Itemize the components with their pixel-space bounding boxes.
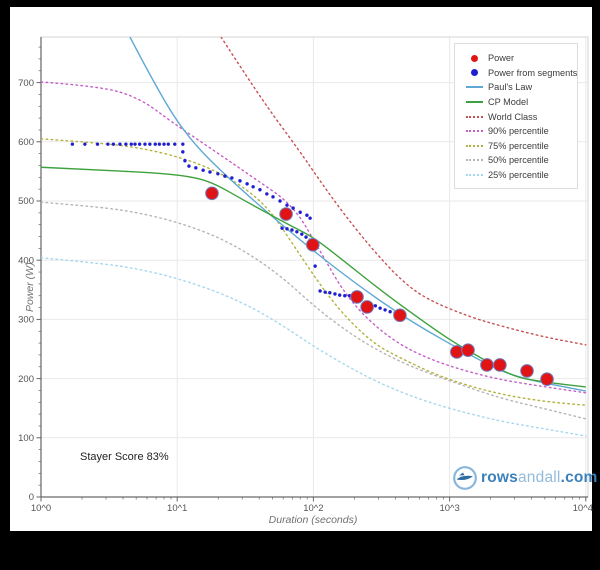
series-p50 (41, 201, 587, 420)
legend-label: World Class (488, 111, 538, 122)
rowsandall-logo[interactable]: rowsandall.com (452, 465, 598, 491)
svg-text:10^0: 10^0 (31, 503, 51, 514)
legend-item-power[interactable]: Power (465, 51, 569, 66)
legend-marker-p75 (465, 144, 483, 147)
series-p25 (41, 257, 587, 437)
svg-text:400: 400 (18, 255, 34, 266)
legend-box: Power Power from segments Paul's Law CP Mod… (454, 43, 578, 190)
legend-marker-power-segments (465, 69, 483, 77)
legend-marker-p50 (465, 159, 483, 162)
logo-text: rowsandall.com (481, 469, 598, 487)
dot-marker-icon (470, 54, 478, 62)
svg-text:10^1: 10^1 (167, 503, 187, 514)
svg-text:500: 500 (18, 196, 34, 207)
svg-text:300: 300 (18, 315, 34, 326)
dot-marker-icon (470, 69, 478, 77)
svg-text:0: 0 (29, 492, 34, 503)
svg-text:10^3: 10^3 (439, 503, 459, 514)
series-p90 (41, 81, 587, 394)
legend-label: 90% percentile (488, 126, 549, 137)
legend-marker-power (465, 54, 483, 62)
gridlines (41, 37, 588, 497)
axis-tick-labels: 0 100 200 300 400 500 600 700 10^0 10^1 10^2 10^3 10… (18, 78, 593, 514)
logo-suffix: .com (560, 469, 598, 486)
axes (40, 37, 588, 498)
logo-middle: andall (517, 469, 561, 486)
legend-marker-world-class (465, 115, 483, 118)
legend-label: CP Model (488, 97, 529, 108)
logo-prefix: rows (481, 469, 518, 486)
series-world-class (220, 37, 587, 346)
legend-item-world-class[interactable]: World Class (465, 109, 569, 124)
dotted-marker-icon (465, 159, 483, 162)
stayer-score-annotation: Stayer Score 83% (80, 451, 169, 463)
line-marker-icon (465, 86, 483, 89)
dotted-marker-icon (465, 115, 483, 118)
legend-marker-p25 (465, 174, 483, 177)
legend-marker-cp-model (465, 101, 483, 104)
legend-item-cp-model[interactable]: CP Model (465, 95, 569, 110)
plot-area (41, 37, 587, 437)
legend-label: Power (488, 53, 515, 64)
legend-item-p25[interactable]: 25% percentile (465, 168, 569, 183)
dotted-marker-icon (465, 144, 483, 147)
legend-item-pauls-law[interactable]: Paul's Law (465, 80, 569, 95)
legend-label: 50% percentile (488, 155, 549, 166)
series-pauls-law (129, 37, 586, 392)
dotted-marker-icon (465, 174, 483, 177)
series-p75 (41, 138, 587, 406)
series-power-segments (70, 142, 397, 315)
svg-text:700: 700 (18, 78, 34, 89)
legend-item-p90[interactable]: 90% percentile (465, 124, 569, 139)
series-power (205, 186, 554, 386)
line-marker-icon (465, 101, 483, 104)
legend-marker-pauls-law (465, 86, 483, 89)
svg-text:100: 100 (18, 433, 34, 444)
y-axis-label: Power (W) (24, 262, 36, 312)
legend-item-p75[interactable]: 75% percentile (465, 139, 569, 154)
rowing-boat-icon (453, 466, 477, 490)
svg-text:200: 200 (18, 374, 34, 385)
svg-text:10^4: 10^4 (573, 503, 593, 514)
legend-label: 25% percentile (488, 170, 549, 181)
legend-label: 75% percentile (488, 140, 549, 151)
svg-text:600: 600 (18, 137, 34, 148)
svg-text:10^2: 10^2 (303, 503, 323, 514)
x-axis-label: Duration (seconds) (268, 514, 358, 526)
legend-item-p50[interactable]: 50% percentile (465, 153, 569, 168)
legend-label: Paul's Law (488, 82, 533, 93)
legend-item-power-segments[interactable]: Power from segments (465, 66, 577, 81)
axis-ticks (36, 46, 587, 502)
legend-label: Power from segments (488, 67, 578, 78)
legend-marker-p90 (465, 130, 483, 133)
dotted-marker-icon (465, 130, 483, 133)
